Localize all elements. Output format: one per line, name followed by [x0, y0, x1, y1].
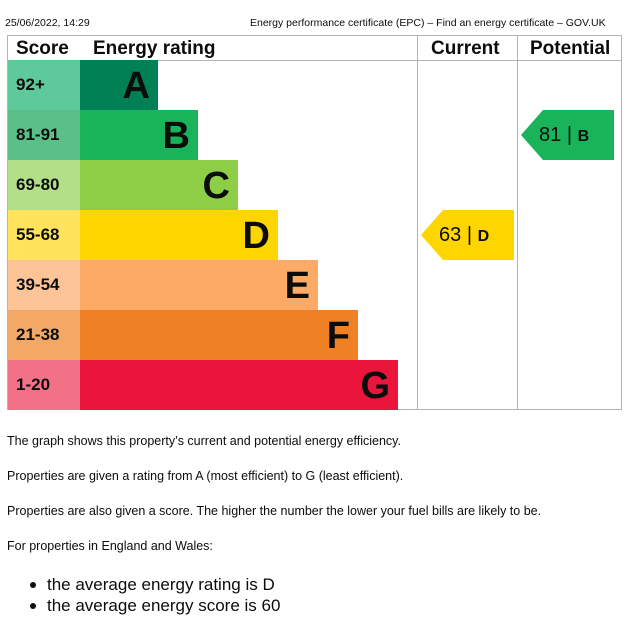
column-divider: [417, 36, 418, 409]
band-bar-a: A: [80, 60, 158, 110]
band-score-g: 1-20: [8, 360, 80, 410]
rating-description: Properties are given a rating from A (mo…: [7, 469, 404, 483]
band-letter-e: E: [284, 265, 310, 307]
band-letter-f: F: [326, 315, 350, 357]
potential-rating-arrow-shape: [521, 110, 614, 160]
potential-band: B: [577, 128, 590, 145]
current-rating-arrow: 63 | D: [421, 210, 514, 260]
band-letter-g: G: [360, 365, 390, 407]
band-letter-c: C: [202, 165, 230, 207]
average-score-item: the average energy score is 60: [28, 595, 280, 616]
current-column-header: Current: [431, 38, 500, 59]
band-bar-e: E: [80, 260, 318, 310]
band-score-a: 92+: [8, 60, 80, 110]
potential-rating-arrow: 81 | B: [521, 110, 614, 160]
graph-description: The graph shows this property’s current …: [7, 434, 401, 448]
band-score-c: 69-80: [8, 160, 80, 210]
current-rating-arrow-shape: [421, 210, 514, 260]
band-bar-f: F: [80, 310, 358, 360]
current-separator: |: [466, 224, 473, 246]
band-letter-d: D: [242, 215, 270, 257]
print-timestamp: 25/06/2022, 14:29: [5, 17, 90, 29]
band-letter-a: A: [122, 65, 150, 107]
band-score-d: 55-68: [8, 210, 80, 260]
england-wales-intro: For properties in England and Wales:: [7, 539, 213, 553]
column-divider: [517, 36, 518, 409]
band-score-f: 21-38: [8, 310, 80, 360]
band-score-b: 81-91: [8, 110, 80, 160]
band-letter-b: B: [162, 115, 190, 157]
potential-score: 81: [539, 124, 562, 146]
potential-column-header: Potential: [530, 38, 611, 59]
score-description: Properties are also given a score. The h…: [7, 504, 542, 518]
band-bar-b: B: [80, 110, 198, 160]
average-rating-item: the average energy rating is D: [28, 574, 280, 595]
page-title: Energy performance certificate (EPC) – F…: [250, 17, 606, 29]
energy-rating-chart: Score Energy rating Current Potential 92…: [7, 35, 622, 410]
average-list: the average energy rating is D the avera…: [28, 574, 280, 616]
band-score-e: 39-54: [8, 260, 80, 310]
band-bar-c: C: [80, 160, 238, 210]
potential-separator: |: [566, 124, 573, 146]
band-bar-g: G: [80, 360, 398, 410]
band-bar-d: D: [80, 210, 278, 260]
header-divider: [8, 60, 621, 61]
energy-rating-column-header: Energy rating: [93, 38, 216, 59]
current-band: D: [477, 228, 490, 245]
current-score: 63: [439, 224, 462, 246]
score-column-header: Score: [16, 38, 69, 59]
